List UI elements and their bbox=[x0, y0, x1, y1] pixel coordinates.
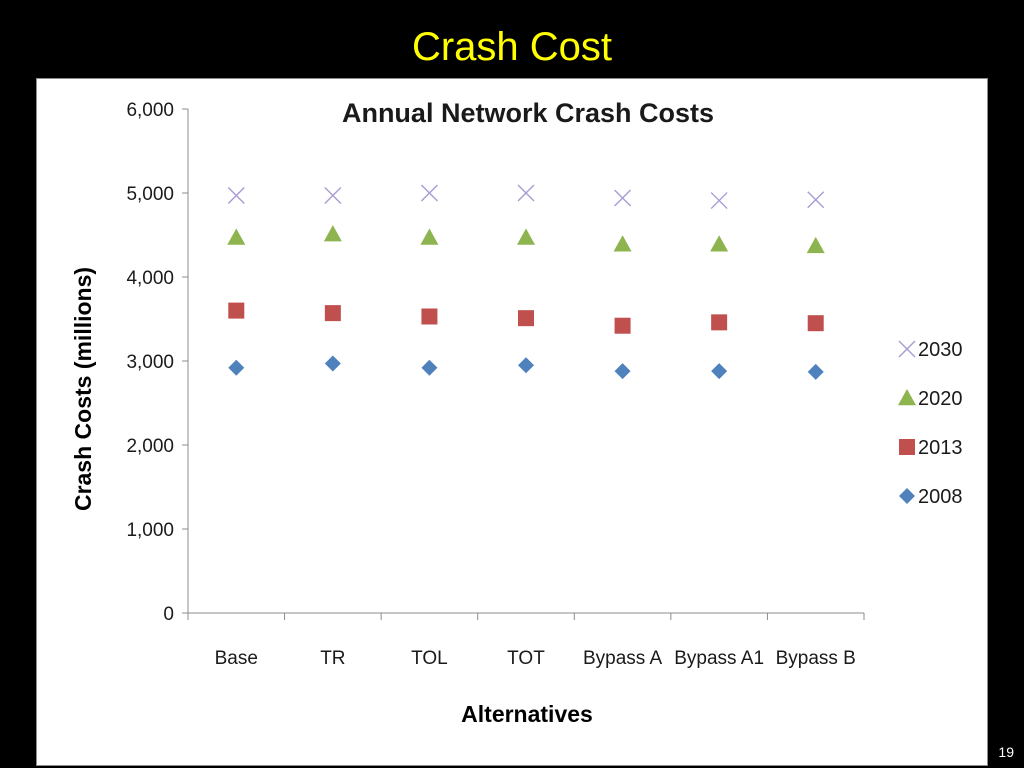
data-point-2008-4 bbox=[518, 357, 534, 374]
legend-marker-2020 bbox=[898, 389, 916, 406]
data-point-2030-2 bbox=[324, 187, 342, 205]
y-tick-label: 0 bbox=[163, 604, 174, 625]
data-point-2030-3 bbox=[420, 184, 438, 202]
legend-label-2020: 2020 bbox=[918, 388, 963, 410]
legend-label-2013: 2013 bbox=[918, 437, 963, 459]
data-point-2013-7 bbox=[807, 315, 824, 332]
data-point-2030-5 bbox=[614, 189, 632, 207]
data-point-2020-5 bbox=[613, 235, 632, 252]
data-point-2013-2 bbox=[324, 305, 341, 322]
y-tick-label: 1,000 bbox=[126, 520, 174, 541]
y-tick-label: 5,000 bbox=[126, 184, 174, 205]
x-tick-label: Bypass A bbox=[583, 648, 663, 669]
x-tick-label: TOL bbox=[411, 648, 448, 669]
legend-marker-2013 bbox=[899, 439, 915, 455]
y-tick-label: 2,000 bbox=[126, 436, 174, 457]
legend-marker-2030 bbox=[898, 340, 916, 358]
x-tick-label: Base bbox=[215, 648, 258, 669]
page-number: 19 bbox=[998, 744, 1014, 760]
x-tick-label: Bypass B bbox=[776, 648, 856, 669]
data-point-2020-7 bbox=[806, 236, 825, 254]
data-point-2008-2 bbox=[324, 355, 341, 372]
legend-label-2008: 2008 bbox=[918, 486, 963, 508]
data-point-2020-3 bbox=[420, 228, 439, 245]
data-point-2030-7 bbox=[807, 191, 825, 209]
data-point-2020-4 bbox=[517, 228, 535, 245]
data-point-2013-5 bbox=[614, 317, 631, 334]
chart-title: Annual Network Crash Costs bbox=[342, 98, 714, 128]
x-tick-label: TOT bbox=[507, 648, 545, 669]
data-point-2008-1 bbox=[228, 359, 245, 376]
data-point-2013-1 bbox=[228, 302, 245, 319]
data-point-2008-5 bbox=[614, 363, 631, 380]
data-point-2020-2 bbox=[323, 225, 342, 242]
data-point-2008-3 bbox=[421, 359, 438, 376]
data-point-2030-1 bbox=[227, 187, 245, 205]
slide-title: Crash Cost bbox=[411, 25, 613, 69]
data-point-2013-4 bbox=[518, 310, 534, 327]
data-point-2013-6 bbox=[711, 314, 728, 331]
data-point-2020-6 bbox=[710, 235, 729, 252]
legend-marker-2008 bbox=[899, 488, 915, 504]
chart-frame: Annual Network Crash Costs 0 1,000 2,000 3,… bbox=[36, 78, 988, 766]
data-point-2008-7 bbox=[807, 363, 824, 380]
legend: 2030 2020 2013 2008 bbox=[898, 339, 963, 508]
scatter-chart: Annual Network Crash Costs 0 1,000 2,000 3,… bbox=[70, 98, 963, 727]
data-point-2013-3 bbox=[421, 308, 438, 325]
legend-label-2030: 2030 bbox=[918, 339, 963, 361]
x-tick-label: Bypass A1 bbox=[674, 648, 764, 669]
x-tick-label: TR bbox=[320, 648, 345, 669]
y-axis-title: Crash Costs (millions) bbox=[70, 267, 96, 511]
data-point-2020-1 bbox=[227, 228, 246, 245]
y-tick-label: 4,000 bbox=[126, 268, 174, 289]
data-point-2008-6 bbox=[711, 363, 728, 380]
y-tick-label: 3,000 bbox=[126, 352, 174, 373]
y-axis-ticks: 0 1,000 2,000 3,000 4,000 5,000 6,000 bbox=[126, 100, 188, 625]
x-axis-ticks: Base TR TOL TOT Bypass A Bypass A1 Bypass B bbox=[187, 613, 865, 669]
data-points bbox=[227, 184, 825, 380]
y-tick-label: 6,000 bbox=[126, 100, 174, 121]
data-point-2030-4 bbox=[517, 184, 535, 202]
data-point-2030-6 bbox=[710, 192, 728, 210]
x-axis-title: Alternatives bbox=[461, 701, 593, 727]
